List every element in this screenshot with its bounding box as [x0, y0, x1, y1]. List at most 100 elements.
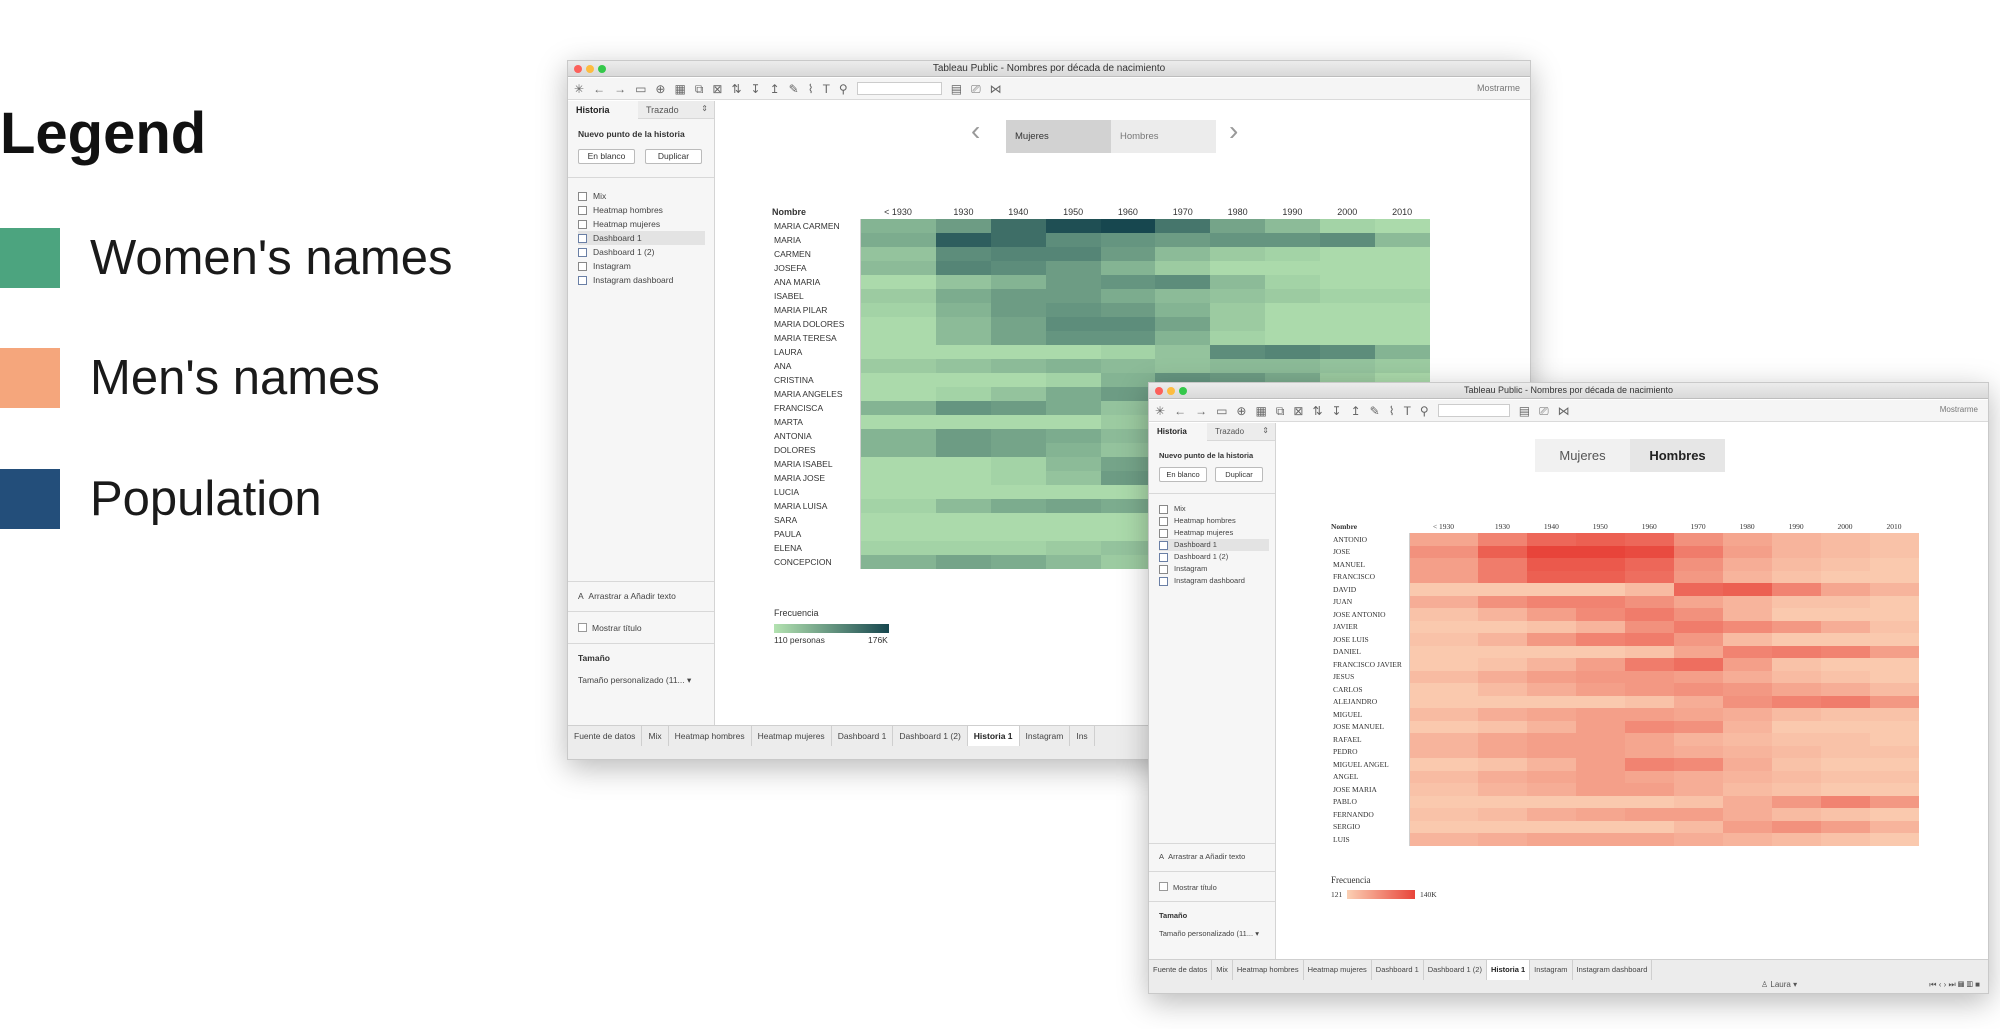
sheet-tab[interactable]: Dashboard 1 [832, 726, 894, 746]
heatmap-cell[interactable] [1624, 670, 1674, 683]
heatmap-cell[interactable] [1477, 658, 1527, 671]
heatmap-cell[interactable] [1575, 633, 1625, 646]
heatmap-cell[interactable] [1869, 733, 1919, 746]
heatmap-cell[interactable] [1575, 683, 1625, 696]
heatmap-cell[interactable] [860, 317, 937, 331]
heatmap-row[interactable]: DAVID [1331, 583, 1919, 596]
heatmap-cell[interactable] [1409, 608, 1478, 621]
heatmap-cell[interactable] [1045, 527, 1101, 541]
heatmap-cell[interactable] [990, 513, 1046, 527]
heatmap-cell[interactable] [1575, 795, 1625, 808]
cards-icon[interactable]: ▤ [950, 81, 963, 96]
sheet-tab[interactable]: Dashboard 1 (2) [1424, 960, 1487, 980]
heatmap-cell[interactable] [1575, 820, 1625, 833]
heatmap-cell[interactable] [1624, 733, 1674, 746]
heatmap-cell[interactable] [1575, 595, 1625, 608]
heatmap-cell[interactable] [1673, 795, 1723, 808]
heatmap-cell[interactable] [936, 541, 991, 555]
heatmap-cell[interactable] [1409, 795, 1478, 808]
heatmap-cell[interactable] [1575, 695, 1625, 708]
heatmap-cell[interactable] [1100, 331, 1156, 345]
cards-icon[interactable]: ▤ [1518, 403, 1531, 418]
heatmap-cell[interactable] [1045, 233, 1101, 247]
heatmap-cell[interactable] [1673, 658, 1723, 671]
heatmap-cell[interactable] [1820, 795, 1870, 808]
heatmap-row[interactable]: FRANCISCO JAVIER [1331, 658, 1919, 671]
heatmap-cell[interactable] [936, 219, 991, 233]
heatmap-cell[interactable] [1045, 303, 1101, 317]
heatmap-cell[interactable] [1526, 770, 1576, 783]
heatmap-cell[interactable] [1155, 289, 1211, 303]
heatmap-cell[interactable] [1526, 608, 1576, 621]
heatmap-cell[interactable] [990, 485, 1046, 499]
heatmap-cell[interactable] [1319, 303, 1375, 317]
heatmap-cell[interactable] [990, 275, 1046, 289]
heatmap-cell[interactable] [1673, 633, 1723, 646]
heatmap-cell[interactable] [1771, 595, 1821, 608]
heatmap-cell[interactable] [1722, 795, 1772, 808]
blank-button[interactable]: En blanco [578, 149, 635, 164]
heatmap-cell[interactable] [860, 387, 937, 401]
heatmap-cell[interactable] [1477, 670, 1527, 683]
heatmap-cell[interactable] [1820, 833, 1870, 846]
sort-asc-icon[interactable]: ↧ [750, 81, 761, 96]
heatmap-cell[interactable] [1477, 695, 1527, 708]
heatmap-cell[interactable] [1575, 658, 1625, 671]
heatmap-cell[interactable] [1045, 485, 1101, 499]
heatmap-row[interactable]: JESUS [1331, 670, 1919, 683]
heatmap-cell[interactable] [1624, 783, 1674, 796]
sheet-item-mix[interactable]: Mix [1159, 503, 1269, 515]
heatmap-cell[interactable] [1624, 645, 1674, 658]
heatmap-cell[interactable] [1575, 745, 1625, 758]
heatmap-cell[interactable] [1624, 633, 1674, 646]
heatmap-cell[interactable] [1820, 708, 1870, 721]
heatmap-row[interactable]: CARMEN [772, 247, 1430, 261]
heatmap-cell[interactable] [990, 289, 1046, 303]
heatmap-cell[interactable] [1155, 317, 1211, 331]
sheet-item-mix[interactable]: Mix [578, 189, 705, 203]
sheet-tab[interactable]: Dashboard 1 [1372, 960, 1424, 980]
heatmap-cell[interactable] [860, 247, 937, 261]
heatmap-cell[interactable] [860, 289, 937, 303]
heatmap-cell[interactable] [1722, 533, 1772, 546]
heatmap-cell[interactable] [1045, 401, 1101, 415]
heatmap-row[interactable]: PEDRO [1331, 745, 1919, 758]
heatmap-row[interactable]: JAVIER [1331, 620, 1919, 633]
heatmap-cell[interactable] [1673, 720, 1723, 733]
heatmap-cell[interactable] [1100, 219, 1156, 233]
heatmap-cell[interactable] [936, 401, 991, 415]
heatmap-cell[interactable] [1673, 608, 1723, 621]
heatmap-cell[interactable] [1722, 608, 1772, 621]
heatmap-cell[interactable] [1477, 633, 1527, 646]
heatmap-cell[interactable] [1045, 513, 1101, 527]
heatmap-cell[interactable] [1526, 708, 1576, 721]
heatmap-cell[interactable] [1722, 745, 1772, 758]
heatmap-cell[interactable] [1100, 485, 1156, 499]
heatmap-cell[interactable] [1869, 558, 1919, 571]
heatmap-cell[interactable] [1722, 733, 1772, 746]
heatmap-cell[interactable] [1722, 545, 1772, 558]
heatmap-cell[interactable] [1526, 783, 1576, 796]
heatmap-cell[interactable] [1771, 570, 1821, 583]
sort-desc-icon[interactable]: ↥ [769, 81, 780, 96]
heatmap-cell[interactable] [1869, 808, 1919, 821]
heatmap-cell[interactable] [1210, 219, 1265, 233]
heatmap-cell[interactable] [1265, 289, 1320, 303]
story-point-men[interactable]: Hombres [1630, 439, 1725, 472]
heatmap-cell[interactable] [1265, 345, 1320, 359]
heatmap-cell[interactable] [1409, 533, 1478, 546]
heatmap-cell[interactable] [1100, 261, 1156, 275]
heatmap-cell[interactable] [860, 499, 937, 513]
heatmap-cell[interactable] [1210, 317, 1265, 331]
heatmap-cell[interactable] [1869, 533, 1919, 546]
heatmap-cell[interactable] [1673, 733, 1723, 746]
heatmap-cell[interactable] [860, 331, 937, 345]
heatmap-cell[interactable] [1265, 219, 1320, 233]
heatmap-cell[interactable] [1771, 533, 1821, 546]
sheet-item-dashboard-1-2[interactable]: Dashboard 1 (2) [1159, 551, 1269, 563]
heatmap-cell[interactable] [1722, 720, 1772, 733]
heatmap-cell[interactable] [990, 303, 1046, 317]
heatmap-row[interactable]: JOSE LUIS [1331, 633, 1919, 646]
sheet-item-dashboard-1-2[interactable]: Dashboard 1 (2) [578, 245, 705, 259]
sheet-tab[interactable]: Heatmap hombres [1233, 960, 1304, 980]
